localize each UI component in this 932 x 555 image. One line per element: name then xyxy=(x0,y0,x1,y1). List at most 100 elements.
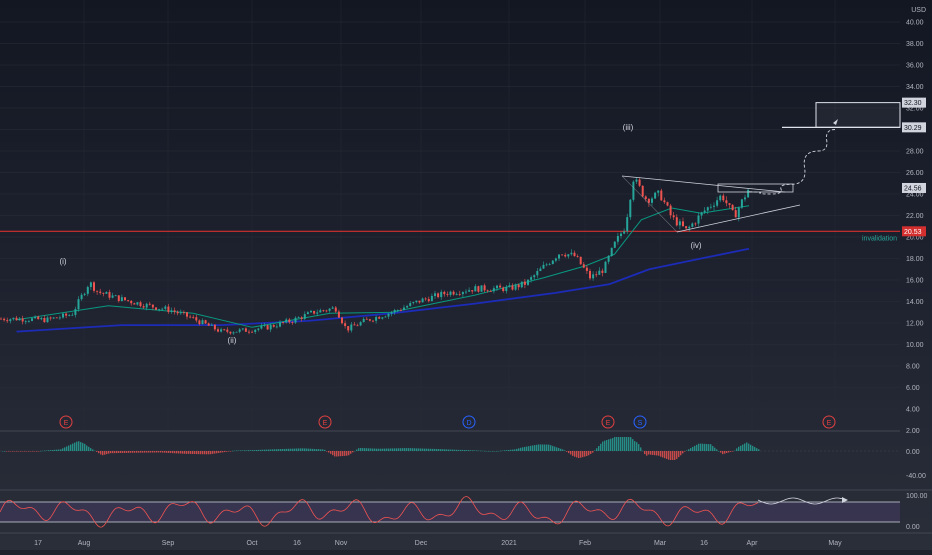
price-tick-label: 38.00 xyxy=(906,41,924,48)
candle-body xyxy=(344,323,347,327)
svg-text:E: E xyxy=(606,420,611,427)
candle-body xyxy=(173,310,176,312)
histogram-bar xyxy=(50,450,52,451)
histogram-bar xyxy=(736,448,738,451)
histogram-bar xyxy=(188,451,190,454)
candle-body xyxy=(536,271,539,276)
triangle-left-edge xyxy=(621,175,678,233)
candle-body xyxy=(210,324,213,326)
candle-body xyxy=(427,299,430,302)
candle-body xyxy=(21,318,24,322)
candle-body xyxy=(331,307,334,309)
histogram-bar xyxy=(192,451,194,454)
earnings-marker[interactable]: E xyxy=(59,415,73,429)
candle-body xyxy=(713,205,715,207)
momentum-oscillator-panel[interactable]: 100.00 0.00 xyxy=(0,489,932,531)
histogram-bar xyxy=(446,449,448,451)
histogram-bar xyxy=(700,443,702,451)
time-axis[interactable]: 17 Aug Sep Oct 16 Nov Dec 2021 Feb Mar 16 Apr May xyxy=(34,540,842,547)
target-zone-rect[interactable] xyxy=(815,102,901,128)
price-tick-label: 40.00 xyxy=(906,20,924,27)
histogram-bar xyxy=(186,451,188,454)
earnings-marker[interactable]: E xyxy=(601,415,615,429)
histogram-bar xyxy=(246,450,248,451)
candle-body xyxy=(297,317,300,319)
histogram-bar xyxy=(444,449,446,451)
candle-body xyxy=(564,254,567,257)
candle-body xyxy=(576,256,579,257)
histogram-bar xyxy=(678,451,680,458)
price-tick-label: 24.00 xyxy=(906,192,924,199)
histogram-bar xyxy=(372,448,374,451)
histogram-bar xyxy=(196,451,198,455)
histogram-bar xyxy=(494,451,496,452)
price-axis[interactable]: 40.0038.0036.0034.0032.0030.0028.0026.00… xyxy=(906,20,924,436)
histogram-bar xyxy=(284,448,286,451)
histogram-bar xyxy=(554,446,556,451)
histogram-bar xyxy=(322,449,324,451)
histogram-bar xyxy=(392,448,394,451)
candle-body xyxy=(148,303,151,305)
histogram-bar xyxy=(686,450,688,451)
candle-body xyxy=(83,293,86,295)
histogram-bar xyxy=(410,448,412,451)
histogram-bar xyxy=(62,448,64,451)
histogram-bar xyxy=(592,451,594,453)
triangle-pattern[interactable] xyxy=(621,175,801,233)
dividend-marker[interactable]: D xyxy=(462,415,476,429)
histogram-bar xyxy=(518,448,520,451)
earnings-marker[interactable]: E xyxy=(822,415,836,429)
candle-body xyxy=(272,325,275,327)
candle-body xyxy=(378,317,381,319)
histogram-bar xyxy=(96,451,98,452)
price-tick-label: 16.00 xyxy=(906,278,924,285)
event-markers[interactable]: E E D E S E xyxy=(59,415,836,429)
histogram-bar xyxy=(260,449,262,451)
histogram-bar xyxy=(278,449,280,451)
candle-body xyxy=(694,223,697,225)
candle-body xyxy=(375,317,378,321)
histogram-bar xyxy=(706,443,708,451)
invalidation-tag-text: 20.53 xyxy=(904,229,922,236)
histogram-bar xyxy=(586,451,588,457)
histogram-bar xyxy=(176,451,178,454)
candle-body xyxy=(347,326,350,331)
candle-body xyxy=(12,317,15,320)
candle-body xyxy=(213,324,216,330)
histogram-bar xyxy=(710,444,712,451)
histogram-bar xyxy=(568,451,570,454)
histogram-bar xyxy=(666,451,668,459)
price-tick-label: 32.00 xyxy=(906,106,924,113)
time-tick-label: 16 xyxy=(700,540,708,547)
histogram-bar xyxy=(560,448,562,451)
histogram-bar xyxy=(626,437,628,451)
split-marker[interactable]: S xyxy=(633,415,647,429)
histogram-bar xyxy=(306,448,308,451)
histogram-bar xyxy=(38,451,40,452)
earnings-marker[interactable]: E xyxy=(318,415,332,429)
candle-body xyxy=(65,313,68,316)
histogram-bar xyxy=(734,450,736,452)
candle-body xyxy=(548,264,551,265)
histogram-bar xyxy=(550,445,552,451)
histogram-bar xyxy=(58,449,60,451)
histogram-oscillator-panel[interactable]: 0.00 -40.00 xyxy=(0,430,926,480)
histogram-bar xyxy=(34,451,36,452)
candle-body xyxy=(592,274,595,279)
histogram-bar xyxy=(714,447,716,451)
histogram-bar xyxy=(236,450,238,452)
histogram-bar xyxy=(122,451,124,453)
candle-body xyxy=(474,286,477,292)
candle-body xyxy=(120,297,123,302)
histogram-bar xyxy=(280,449,282,451)
histogram-bar xyxy=(28,451,30,452)
histogram-bar xyxy=(130,451,132,453)
candle-body xyxy=(638,179,641,186)
candle-body xyxy=(337,311,340,318)
histogram-bar xyxy=(408,448,410,451)
histogram-bar xyxy=(600,443,602,451)
candle-body xyxy=(34,316,37,319)
histogram-bar xyxy=(544,444,546,451)
